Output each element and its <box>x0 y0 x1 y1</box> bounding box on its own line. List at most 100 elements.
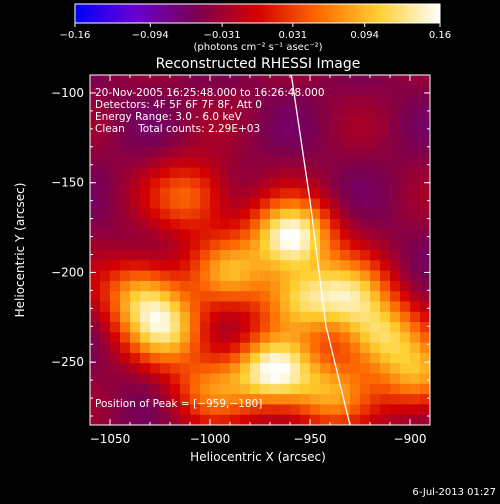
heatmap-cell <box>380 352 391 364</box>
heatmap-cell <box>240 75 251 86</box>
heatmap-cell <box>250 280 261 292</box>
heatmap-cell <box>240 383 251 395</box>
heatmap-cell <box>180 147 191 158</box>
heatmap-cell <box>130 188 141 200</box>
heatmap-cell <box>350 250 361 261</box>
heatmap-cell <box>400 322 411 333</box>
heatmap-cell <box>240 414 251 425</box>
heatmap-cell <box>270 383 281 395</box>
heatmap-cell <box>350 260 361 272</box>
heatmap-cell <box>190 147 201 158</box>
heatmap-cell <box>220 177 231 189</box>
heatmap-cell <box>370 352 381 364</box>
heatmap-cell <box>180 301 191 313</box>
heatmap-cell <box>160 394 171 406</box>
heatmap-cell <box>370 188 381 200</box>
heatmap-cell <box>300 116 311 128</box>
heatmap-cell <box>180 116 191 128</box>
heatmap-cell <box>110 95 121 107</box>
heatmap-cell <box>330 116 341 128</box>
heatmap-cell <box>370 270 381 282</box>
heatmap-cell <box>210 208 221 220</box>
colorbar-unit-label: (photons cm⁻² s⁻¹ asec⁻²) <box>193 42 322 53</box>
heatmap-cell <box>290 404 301 416</box>
heatmap-cell <box>320 342 331 354</box>
heatmap-cell <box>290 116 301 128</box>
heatmap-cell <box>200 363 211 375</box>
heatmap-cell <box>280 291 291 303</box>
heatmap-cell <box>290 311 301 323</box>
heatmap-cell <box>200 414 211 425</box>
heatmap-cell <box>210 260 221 272</box>
heatmap-cell <box>190 116 201 128</box>
heatmap-cell <box>310 85 321 97</box>
heatmap-cell <box>220 188 231 200</box>
heatmap-cell <box>160 167 171 179</box>
heatmap-cell <box>370 383 381 395</box>
heatmap-cell <box>410 105 421 117</box>
heatmap-cell <box>230 147 241 158</box>
heatmap-cell <box>150 322 161 333</box>
heatmap-cell <box>300 301 311 313</box>
heatmap-cell <box>350 229 361 241</box>
heatmap-cell <box>240 198 251 210</box>
heatmap-cell <box>320 75 331 86</box>
heatmap-cell <box>140 311 151 323</box>
heatmap-cell <box>160 95 171 107</box>
heatmap-cell <box>290 177 301 189</box>
heatmap-cell <box>250 260 261 272</box>
heatmap-cell <box>190 188 201 200</box>
heatmap-cell <box>300 352 311 364</box>
heatmap-cell <box>240 250 251 261</box>
heatmap-cell <box>420 95 430 107</box>
heatmap-cell <box>280 394 291 406</box>
footer-timestamp: 6-Jul-2013 01:27 <box>412 487 496 498</box>
heatmap-cell <box>400 116 411 128</box>
heatmap-cell <box>280 219 291 231</box>
heatmap-cell <box>90 352 101 364</box>
heatmap-cell <box>350 239 361 251</box>
heatmap-cell <box>290 260 301 272</box>
heatmap-cell <box>320 270 331 282</box>
heatmap-cell <box>150 352 161 364</box>
heatmap-cell <box>410 188 421 200</box>
heatmap-cell <box>290 270 301 282</box>
heatmap-cell <box>300 85 311 97</box>
heatmap-cell <box>200 95 211 107</box>
heatmap-cell <box>100 177 111 189</box>
heatmap-cell <box>420 126 430 138</box>
heatmap-cell <box>150 188 161 200</box>
heatmap-cell <box>380 404 391 416</box>
heatmap-cell <box>390 342 401 354</box>
heatmap-cell <box>180 157 191 169</box>
heatmap-cell <box>180 75 191 86</box>
heatmap-cell <box>310 342 321 354</box>
heatmap-cell <box>170 167 181 179</box>
heatmap-cell <box>160 219 171 231</box>
heatmap-cell <box>290 322 301 333</box>
heatmap-cell <box>290 352 301 364</box>
heatmap-cell <box>380 301 391 313</box>
heatmap-cell <box>420 311 430 323</box>
heatmap-cell <box>200 260 211 272</box>
heatmap-cell <box>90 167 101 179</box>
heatmap-cell <box>300 177 311 189</box>
heatmap-cell <box>90 208 101 220</box>
heatmap-cell <box>340 126 351 138</box>
heatmap-cell <box>340 239 351 251</box>
heatmap-cell <box>130 208 141 220</box>
heatmap-cell <box>170 177 181 189</box>
heatmap-cell <box>160 229 171 241</box>
heatmap-cell <box>220 105 231 117</box>
heatmap-cell <box>330 404 341 416</box>
heatmap-cell <box>280 239 291 251</box>
heatmap-cell <box>220 75 231 86</box>
heatmap-cell <box>110 414 121 425</box>
heatmap-cell <box>120 352 131 364</box>
heatmap-cell <box>340 250 351 261</box>
heatmap-cell <box>90 311 101 323</box>
heatmap-cell <box>220 291 231 303</box>
heatmap-cell <box>250 373 261 385</box>
heatmap-cell <box>160 291 171 303</box>
heatmap-cell <box>410 157 421 169</box>
